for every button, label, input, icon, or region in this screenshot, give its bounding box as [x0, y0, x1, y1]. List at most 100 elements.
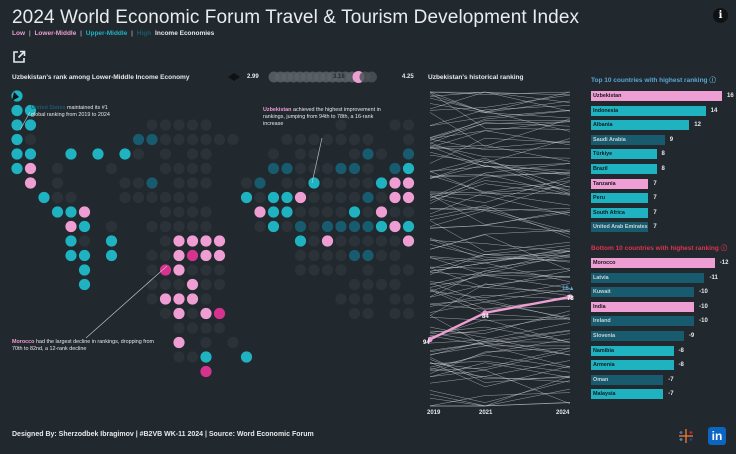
country-dot[interactable]: [200, 220, 212, 233]
country-rank-line[interactable]: [429, 294, 571, 307]
bar-oman[interactable]: [591, 374, 664, 385]
country-rank-line[interactable]: [429, 360, 571, 373]
country-rank-line[interactable]: [429, 207, 571, 213]
country-dot[interactable]: [402, 191, 415, 204]
country-dot[interactable]: [65, 206, 77, 218]
country-rank-line[interactable]: [429, 361, 571, 388]
country-rank-line[interactable]: [429, 350, 571, 370]
country-dot[interactable]: [173, 177, 185, 189]
country-dot[interactable]: [200, 278, 212, 291]
country-dot[interactable]: [186, 249, 199, 262]
country-rank-line[interactable]: [429, 250, 571, 272]
country-dot[interactable]: [308, 177, 320, 189]
country-dot[interactable]: [200, 119, 212, 131]
country-dot[interactable]: [173, 191, 185, 204]
country-rank-line[interactable]: [429, 234, 571, 271]
country-dot[interactable]: [105, 235, 118, 247]
country-dot[interactable]: [186, 119, 199, 131]
bar-namibia[interactable]: [591, 345, 674, 356]
country-rank-line[interactable]: [429, 208, 571, 232]
country-rank-line[interactable]: [429, 194, 571, 225]
country-dot[interactable]: [227, 133, 239, 146]
country-dot[interactable]: [78, 206, 91, 218]
country-dot[interactable]: [186, 351, 199, 363]
country-dot[interactable]: [402, 119, 415, 131]
country-dot[interactable]: [308, 162, 320, 175]
country-rank-line[interactable]: [429, 368, 571, 383]
country-dot[interactable]: [308, 264, 320, 276]
country-dot[interactable]: [321, 264, 334, 276]
country-rank-line[interactable]: [429, 186, 571, 194]
country-dot[interactable]: [402, 177, 415, 189]
country-dot[interactable]: [281, 177, 293, 189]
bar-united-arab-emirates[interactable]: [591, 222, 649, 233]
country-dot[interactable]: [335, 119, 347, 131]
country-dot[interactable]: [389, 293, 401, 305]
country-rank-line[interactable]: [429, 163, 571, 199]
linkedin-icon[interactable]: in: [708, 427, 726, 445]
country-dot[interactable]: [348, 162, 361, 175]
country-rank-line[interactable]: [429, 140, 571, 149]
uzbekistan-rank-point[interactable]: [428, 336, 433, 343]
country-dot[interactable]: [159, 162, 172, 175]
country-dot[interactable]: [321, 206, 334, 218]
country-rank-line[interactable]: [429, 175, 571, 193]
country-dot[interactable]: [375, 235, 388, 247]
country-rank-line[interactable]: [429, 105, 571, 126]
country-rank-line[interactable]: [429, 244, 571, 262]
country-dot[interactable]: [24, 119, 37, 131]
country-dot[interactable]: [186, 264, 199, 276]
country-dot[interactable]: [321, 235, 334, 247]
country-rank-line[interactable]: [429, 326, 571, 356]
country-dot[interactable]: [119, 191, 131, 204]
country-dot[interactable]: [389, 162, 401, 175]
country-dot[interactable]: [200, 307, 212, 320]
country-dot[interactable]: [159, 133, 172, 146]
country-dot[interactable]: [362, 191, 374, 204]
country-dot[interactable]: [213, 278, 226, 291]
country-dot[interactable]: [402, 206, 415, 218]
country-rank-line[interactable]: [429, 145, 571, 162]
country-dot[interactable]: [65, 148, 77, 160]
country-dot[interactable]: [308, 148, 320, 160]
country-rank-line[interactable]: [429, 183, 571, 201]
country-dot[interactable]: [186, 220, 199, 233]
country-rank-line[interactable]: [429, 347, 571, 374]
country-rank-line[interactable]: [429, 354, 571, 369]
country-dot[interactable]: [362, 293, 374, 305]
country-rank-line[interactable]: [429, 301, 571, 319]
country-rank-line[interactable]: [429, 151, 571, 176]
legend-low[interactable]: Low: [12, 30, 25, 37]
country-rank-line[interactable]: [429, 342, 571, 356]
country-rank-line[interactable]: [429, 109, 571, 127]
country-dot[interactable]: [348, 249, 361, 262]
country-dot[interactable]: [348, 293, 361, 305]
country-rank-line[interactable]: [429, 380, 571, 403]
info-icon[interactable]: i: [713, 8, 728, 23]
country-dot[interactable]: [213, 264, 226, 276]
country-dot[interactable]: [200, 351, 212, 363]
country-rank-line[interactable]: [429, 322, 571, 344]
country-dot[interactable]: [335, 162, 347, 175]
country-dot[interactable]: [281, 162, 293, 175]
country-dot[interactable]: [321, 220, 334, 233]
country-rank-line[interactable]: [429, 91, 571, 95]
country-dot[interactable]: [105, 249, 118, 262]
country-dot[interactable]: [335, 191, 347, 204]
country-dot[interactable]: [186, 177, 199, 189]
country-rank-line[interactable]: [429, 205, 571, 238]
country-dot[interactable]: [200, 365, 212, 378]
country-dot[interactable]: [11, 162, 23, 175]
country-dot[interactable]: [200, 133, 212, 146]
country-dot[interactable]: [213, 249, 226, 262]
country-dot[interactable]: [335, 293, 347, 305]
country-dot[interactable]: [173, 264, 185, 276]
country-rank-line[interactable]: [429, 262, 571, 283]
country-rank-line[interactable]: [429, 171, 571, 194]
country-dot[interactable]: [173, 235, 185, 247]
country-dot[interactable]: [362, 220, 374, 233]
country-dot[interactable]: [402, 162, 415, 175]
country-dot[interactable]: [362, 307, 374, 320]
country-rank-line[interactable]: [429, 347, 571, 371]
country-dot[interactable]: [362, 148, 374, 160]
